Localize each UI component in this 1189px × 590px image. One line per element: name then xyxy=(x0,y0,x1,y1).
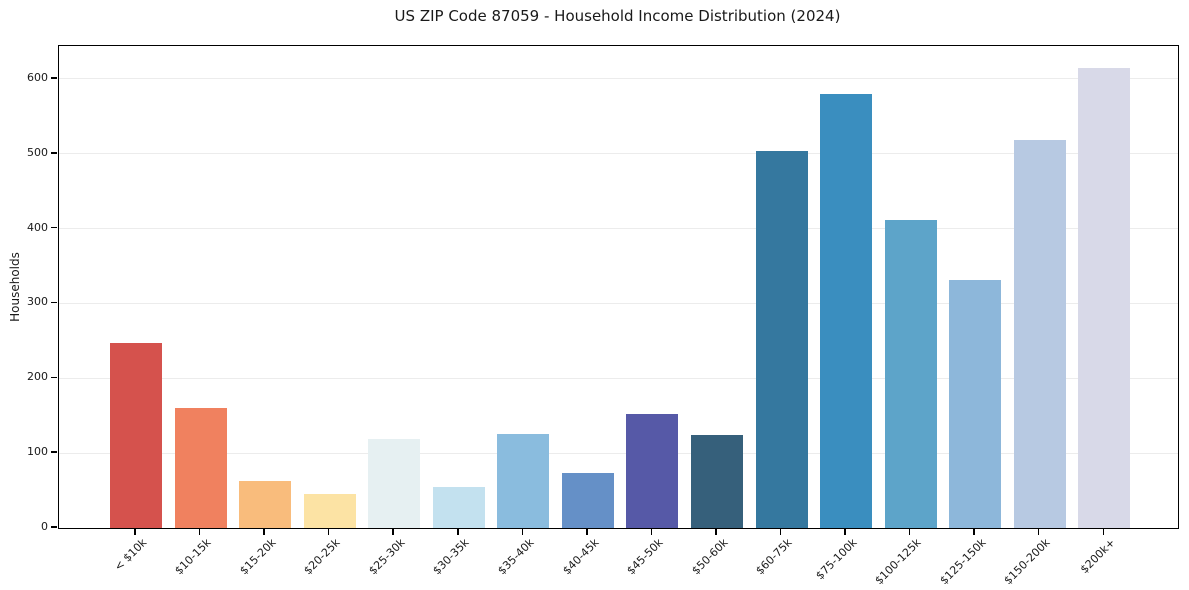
gridline xyxy=(59,228,1178,230)
x-tick-label: $20-25k xyxy=(301,536,343,578)
bar-$40-45k xyxy=(561,472,614,528)
bar-$10-15k xyxy=(174,408,227,528)
y-tick-mark xyxy=(51,301,57,304)
x-tick-mark xyxy=(973,528,975,535)
x-tick-mark xyxy=(908,528,911,535)
y-tick-mark xyxy=(51,451,57,453)
x-tick-mark xyxy=(327,528,330,535)
x-tick-label: $75-100k xyxy=(813,536,860,583)
y-tick-label: 200 xyxy=(27,370,48,384)
bar-$50-60k xyxy=(690,435,743,528)
y-tick-label: 500 xyxy=(27,145,48,159)
x-tick-label: $150-200k xyxy=(1001,536,1053,588)
y-axis-label: Households xyxy=(8,252,22,322)
bar-$100-125k xyxy=(884,220,937,528)
bar-$125-150k xyxy=(949,280,1002,528)
x-tick-label: $50-60k xyxy=(688,536,731,578)
bar-$35-40k xyxy=(497,434,550,528)
x-tick-mark xyxy=(779,528,782,535)
bar-$200k+ xyxy=(1078,67,1131,528)
y-tick-label: 300 xyxy=(27,295,48,309)
x-tick-mark xyxy=(1037,528,1040,535)
x-tick-mark xyxy=(134,528,136,535)
x-tick-mark xyxy=(263,528,265,535)
x-tick-label: $25-30k xyxy=(366,536,408,578)
y-tick-label: 0 xyxy=(41,520,48,533)
y-tick-mark xyxy=(51,152,57,154)
x-tick-label: $40-45k xyxy=(559,536,602,578)
gridline xyxy=(59,78,1178,80)
plot-area xyxy=(58,45,1179,529)
x-tick-label: $125-150k xyxy=(937,536,989,588)
x-tick-label: $35-40k xyxy=(495,536,537,578)
bar-$45-50k xyxy=(626,414,679,528)
x-tick-label: $200k+ xyxy=(1077,536,1118,577)
chart-title: US ZIP Code 87059 - Household Income Dis… xyxy=(394,7,841,25)
y-tick-mark xyxy=(51,77,57,79)
x-tick-mark xyxy=(715,528,717,535)
x-tick-mark xyxy=(844,528,846,535)
x-tick-label: $100-125k xyxy=(872,536,924,588)
x-tick-mark xyxy=(1102,528,1104,535)
x-tick-label: $60-75k xyxy=(753,536,795,578)
bar-$60-75k xyxy=(755,150,808,528)
y-tick-mark xyxy=(51,376,57,379)
x-tick-mark xyxy=(586,528,588,535)
y-tick-mark xyxy=(51,526,57,528)
bar-$15-20k xyxy=(239,480,292,528)
gridline xyxy=(59,153,1178,155)
gridline xyxy=(59,452,1178,454)
x-tick-label: $10-15k xyxy=(172,536,214,578)
x-tick-mark xyxy=(198,528,201,535)
bar-$150-200k xyxy=(1013,140,1066,528)
bar-$30-35k xyxy=(432,486,485,528)
y-tick-label: 100 xyxy=(27,445,48,459)
y-tick-label: 600 xyxy=(27,70,48,84)
bar-$75-100k xyxy=(820,93,873,528)
x-tick-label: < $10k xyxy=(111,536,150,574)
bar-$25-30k xyxy=(368,438,421,528)
x-tick-mark xyxy=(392,528,394,535)
bar-$20-25k xyxy=(303,494,356,528)
bar-< $10k xyxy=(110,343,162,528)
y-tick-label: 400 xyxy=(27,220,48,234)
gridline xyxy=(59,377,1178,379)
x-tick-label: $45-50k xyxy=(624,536,666,578)
y-tick-mark xyxy=(51,226,57,229)
x-tick-mark xyxy=(457,528,459,535)
x-tick-label: $15-20k xyxy=(237,536,279,578)
x-tick-label: $30-35k xyxy=(430,536,472,578)
x-tick-mark xyxy=(521,528,524,535)
gridline xyxy=(59,302,1178,304)
x-tick-mark xyxy=(650,528,653,535)
